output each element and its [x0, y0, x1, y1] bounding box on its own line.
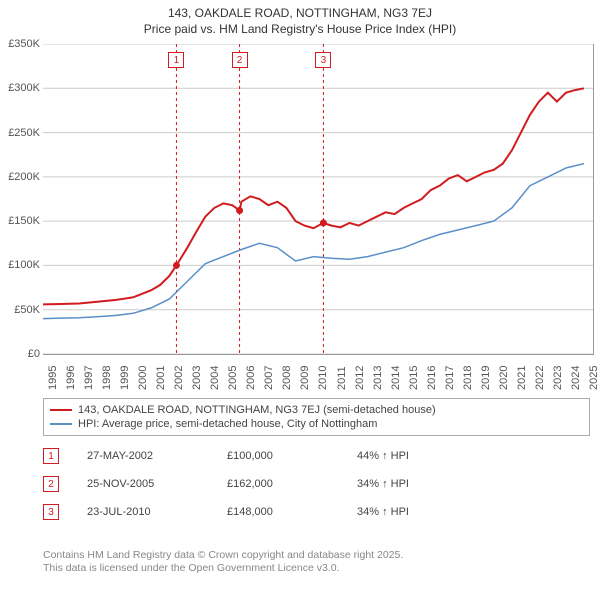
y-tick-label: £250K: [8, 127, 40, 139]
x-tick-label: 2002: [173, 366, 185, 390]
sales-row: 2 25-NOV-2005£162,00034% ↑ HPI: [43, 470, 409, 498]
legend-swatch: [50, 423, 72, 425]
x-tick-label: 2007: [263, 366, 275, 390]
chart-svg: [43, 44, 593, 354]
legend-item-hpi: HPI: Average price, semi-detached house,…: [50, 417, 583, 431]
legend-label: HPI: Average price, semi-detached house,…: [78, 418, 377, 430]
sales-row-delta: 44% ↑ HPI: [357, 450, 409, 462]
sales-row-marker: 1: [43, 448, 59, 464]
legend: 143, OAKDALE ROAD, NOTTINGHAM, NG3 7EJ (…: [43, 398, 590, 436]
sale-marker-2: 2: [232, 52, 248, 68]
x-tick-label: 2021: [516, 366, 528, 390]
legend-item-property: 143, OAKDALE ROAD, NOTTINGHAM, NG3 7EJ (…: [50, 403, 583, 417]
x-tick-label: 2004: [209, 366, 221, 390]
y-tick-label: £300K: [8, 82, 40, 94]
sales-row-date: 27-MAY-2002: [87, 450, 227, 462]
y-tick-label: £100K: [8, 259, 40, 271]
x-tick-label: 1999: [119, 366, 131, 390]
sales-row-price: £100,000: [227, 450, 357, 462]
title-line-1: 143, OAKDALE ROAD, NOTTINGHAM, NG3 7EJ: [0, 6, 600, 22]
x-tick-label: 2024: [570, 366, 582, 390]
sales-row: 1 27-MAY-2002£100,00044% ↑ HPI: [43, 442, 409, 470]
x-tick-label: 2022: [534, 366, 546, 390]
x-tick-label: 2017: [444, 366, 456, 390]
footer-line-2: This data is licensed under the Open Gov…: [43, 562, 403, 576]
series-line-property: [43, 88, 584, 304]
sales-row-delta: 34% ↑ HPI: [357, 478, 409, 490]
x-tick-label: 2000: [137, 366, 149, 390]
sale-marker-3: 3: [315, 52, 331, 68]
y-tick-label: £50K: [14, 304, 40, 316]
legend-swatch: [50, 409, 72, 411]
x-tick-label: 2013: [372, 366, 384, 390]
x-tick-label: 2014: [390, 366, 402, 390]
x-tick-label: 2006: [245, 366, 257, 390]
x-tick-label: 2010: [317, 366, 329, 390]
x-tick-label: 2018: [462, 366, 474, 390]
x-tick-label: 2008: [281, 366, 293, 390]
title-line-2: Price paid vs. HM Land Registry's House …: [0, 22, 600, 38]
x-tick-label: 2023: [552, 366, 564, 390]
sales-row-marker: 3: [43, 504, 59, 520]
chart-title: 143, OAKDALE ROAD, NOTTINGHAM, NG3 7EJ P…: [0, 0, 600, 37]
x-tick-label: 1998: [101, 366, 113, 390]
y-tick-label: £350K: [8, 38, 40, 50]
x-tick-label: 1995: [47, 366, 59, 390]
x-tick-label: 2003: [191, 366, 203, 390]
x-tick-label: 2005: [227, 366, 239, 390]
y-tick-label: £200K: [8, 171, 40, 183]
legend-label: 143, OAKDALE ROAD, NOTTINGHAM, NG3 7EJ (…: [78, 404, 436, 416]
sale-marker-1: 1: [168, 52, 184, 68]
plot-area: 1 2 3: [43, 44, 594, 355]
x-tick-label: 2015: [408, 366, 420, 390]
x-tick-label: 1997: [83, 366, 95, 390]
y-tick-label: £150K: [8, 215, 40, 227]
x-tick-label: 1996: [65, 366, 77, 390]
sales-row: 3 23-JUL-2010£148,00034% ↑ HPI: [43, 498, 409, 526]
sales-row-price: £162,000: [227, 478, 357, 490]
x-tick-label: 2011: [336, 366, 348, 390]
sales-table: 1 27-MAY-2002£100,00044% ↑ HPI 2 25-NOV-200…: [43, 442, 409, 526]
sales-row-marker: 2: [43, 476, 59, 492]
sales-row-delta: 34% ↑ HPI: [357, 506, 409, 518]
footer-line-1: Contains HM Land Registry data © Crown c…: [43, 549, 403, 563]
x-tick-label: 2019: [480, 366, 492, 390]
x-tick-label: 2020: [498, 366, 510, 390]
y-tick-label: £0: [28, 348, 40, 360]
x-tick-label: 2012: [354, 366, 366, 390]
x-tick-label: 2001: [155, 366, 167, 390]
footer-attribution: Contains HM Land Registry data © Crown c…: [43, 549, 403, 576]
x-tick-label: 2025: [588, 366, 600, 390]
sales-row-price: £148,000: [227, 506, 357, 518]
sales-row-date: 23-JUL-2010: [87, 506, 227, 518]
chart-container: 143, OAKDALE ROAD, NOTTINGHAM, NG3 7EJ P…: [0, 0, 600, 590]
x-tick-label: 2009: [299, 366, 311, 390]
sales-row-date: 25-NOV-2005: [87, 478, 227, 490]
series-line-hpi: [43, 164, 584, 319]
x-tick-label: 2016: [426, 366, 438, 390]
